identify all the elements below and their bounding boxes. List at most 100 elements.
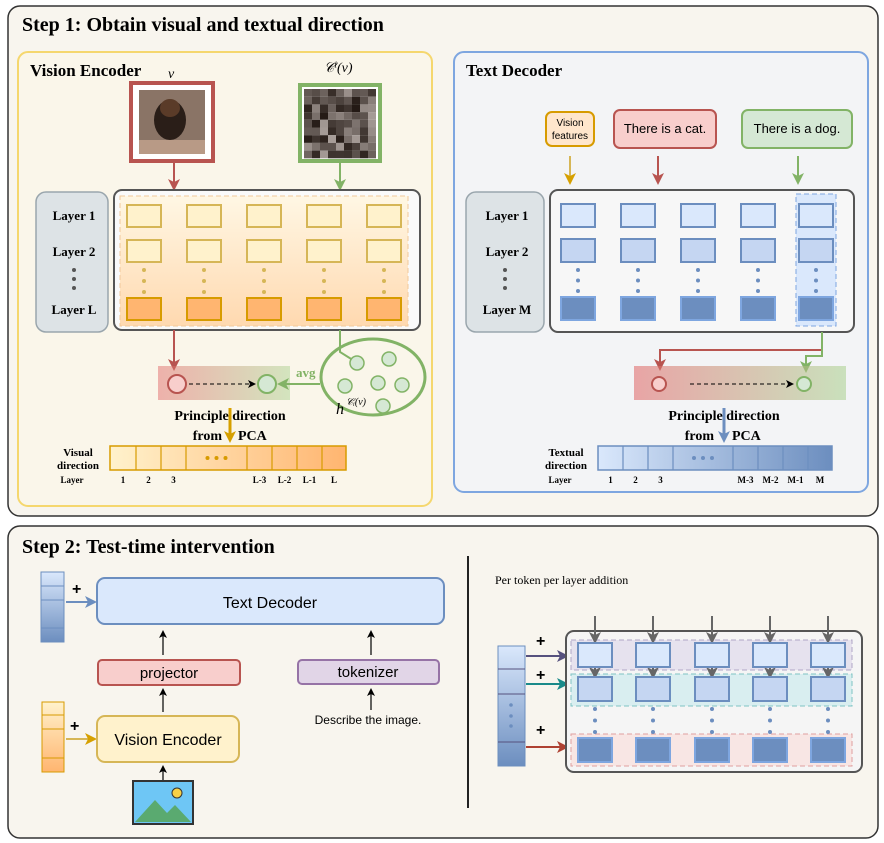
prompt-text: Describe the image. [315, 713, 422, 727]
text-token-dot [636, 278, 640, 283]
vision-token-dot [142, 268, 146, 272]
mask-tile [320, 96, 328, 105]
text-token-cell [798, 203, 834, 228]
layer-tick-label: M [816, 475, 825, 485]
mask-tile [320, 112, 328, 120]
mask-tile [312, 89, 320, 97]
mask-tile [360, 89, 368, 97]
mask-tile [320, 127, 328, 136]
vision-token-cell [186, 204, 222, 228]
mask-tile [304, 119, 312, 128]
layer-tick-label: 3 [658, 475, 663, 485]
vision-token-cell [126, 297, 162, 321]
mask-tile [312, 142, 320, 151]
per-token-title: Per token per layer addition [495, 573, 628, 587]
mask-tile [336, 127, 344, 136]
mask-tile [368, 89, 376, 97]
vision-pca-from: from [193, 429, 223, 444]
vision-token-dot [322, 290, 326, 294]
mask-tile [344, 112, 352, 120]
mask-tile [344, 96, 352, 105]
bubble-vision-features [545, 111, 595, 147]
text-token-dot [756, 268, 760, 272]
decoder-token-dot [826, 730, 830, 734]
mask-tile [328, 142, 336, 151]
decoder-token-dot [593, 718, 597, 723]
textual-layer-axis: Layer [549, 475, 572, 485]
decoder-token-cell [752, 737, 788, 763]
decoder-token-dot [651, 730, 655, 734]
vision-token-dot [202, 279, 206, 283]
text-token-dot [576, 289, 580, 293]
vision-layer-labels [35, 191, 109, 333]
step1-title: Step 1: Obtain visual and textual direct… [22, 14, 384, 36]
projector-block [97, 659, 241, 686]
text-token-dot [636, 289, 640, 293]
mask-tile [368, 96, 376, 105]
mask-tile [360, 96, 368, 105]
direction-bar-ellipsis [214, 456, 219, 460]
text-token-dot [576, 268, 580, 272]
direction-bar-body [109, 445, 347, 471]
mask-tile [336, 104, 344, 113]
decoder-token-dot [710, 730, 714, 734]
vision-layer-L: Layer L [52, 302, 97, 317]
vision-token-cell [186, 239, 222, 263]
direction-bar-body [597, 445, 833, 471]
mask-tile [312, 104, 320, 113]
vision-token-dot [382, 279, 386, 283]
plus-text: + [72, 581, 81, 598]
mask-tile [368, 119, 376, 128]
vision-encoder-block [96, 715, 240, 763]
avg-label: avg [296, 365, 316, 380]
decoder-token-cell [752, 676, 788, 702]
mask-tile [344, 104, 352, 113]
vision-token-dot [322, 268, 326, 272]
mask-tile [328, 104, 336, 113]
mask-tile [360, 150, 368, 159]
text-token-dot [814, 268, 818, 272]
visual-layer-axis: Layer [61, 475, 84, 485]
mask-tile [352, 104, 360, 113]
layer-tick-label: 2 [146, 475, 151, 485]
text-pca-pca: PCA [732, 429, 762, 444]
mask-tile [312, 96, 320, 105]
bubble-vision-text-2: features [552, 131, 588, 142]
cluster-points [337, 351, 410, 414]
mask-tile [328, 119, 336, 128]
plus-layer-M: + [536, 722, 545, 739]
decoder-token-dot [651, 718, 655, 723]
mask-tile [336, 112, 344, 120]
layer-tick-label: 1 [608, 475, 613, 485]
text-token-cell [620, 296, 656, 321]
mask-tile [304, 127, 312, 136]
plus-layer-2: + [536, 667, 545, 684]
mask-tile [352, 135, 360, 143]
masked-embedding-cluster [319, 337, 427, 417]
decoder-token-dot [593, 707, 597, 711]
vision-token-cell [246, 204, 282, 228]
mask-tile [344, 135, 352, 143]
mask-tile [312, 150, 320, 159]
bubble-cat [613, 109, 717, 149]
decoder-direction-vector [497, 645, 526, 767]
text-token-dot [636, 268, 640, 272]
mask-tile [320, 150, 328, 159]
mask-tile [320, 135, 328, 143]
plus-visual: + [70, 718, 79, 735]
text-token-dot [814, 289, 818, 293]
text-token-cell [798, 296, 834, 321]
mask-tile [360, 142, 368, 151]
decoder-token-cell [635, 642, 671, 668]
mask-tile [344, 150, 352, 159]
visual-direction-vector [41, 701, 65, 773]
text-token-dot [696, 289, 700, 293]
mask-tile [320, 119, 328, 128]
vision-token-dot [382, 290, 386, 294]
image-embedding-node [167, 374, 187, 394]
green-token-arrow [800, 332, 823, 373]
plus-layer-1: + [536, 633, 545, 650]
cluster-label: h [336, 401, 344, 418]
textual-direction-label-2: direction [545, 460, 587, 472]
text-layer-labels [465, 191, 545, 333]
